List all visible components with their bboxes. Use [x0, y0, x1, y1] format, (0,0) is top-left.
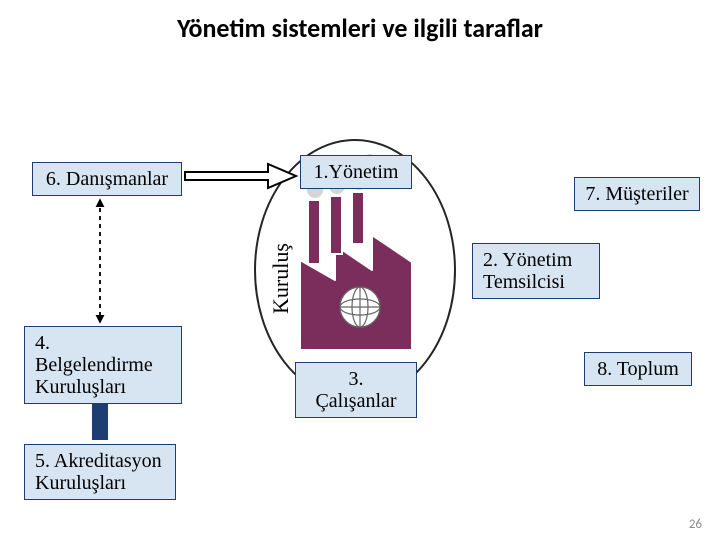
arrow-6-to-1	[185, 164, 296, 188]
box-4-belgelendirme: 4. Belgelendirme Kuruluşları	[24, 326, 182, 404]
box-3-calisanlar: 3. Çalışanlar	[295, 362, 417, 418]
box-2-temsilci: 2. Yönetim Temsilcisi	[472, 243, 600, 299]
box-5-akreditasyon: 5. Akreditasyon Kuruluşları	[24, 444, 176, 500]
page-number: 26	[689, 517, 702, 532]
label-kurulus: Kuruluş	[268, 243, 294, 314]
box-8-toplum: 8. Toplum	[584, 352, 692, 386]
box-1-yonetim: 1.Yönetim	[300, 155, 412, 189]
box-7-musteriler: 7. Müşteriler	[574, 177, 700, 211]
box-6-danismanlar: 6. Danışmanlar	[32, 162, 182, 196]
page-title: Yönetim sistemleri ve ilgili taraflar	[0, 12, 720, 44]
